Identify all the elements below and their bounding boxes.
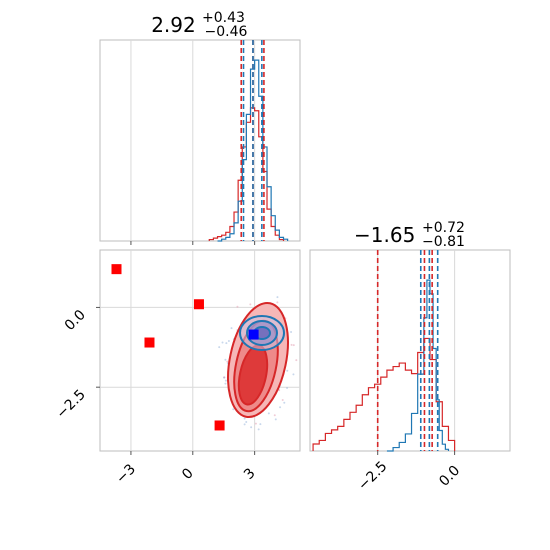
scatter-point: [221, 341, 224, 344]
scatter-point: [295, 359, 298, 362]
panel-2d-contour: −3 0 3 0.0 −2.5: [53, 249, 301, 487]
y-tick-label-param2: 0.0: [62, 307, 89, 334]
panel-bottom-histogram: −2.5 0.0: [309, 249, 511, 494]
scatter-point: [230, 327, 233, 330]
scatter-point: [290, 331, 293, 334]
x-tick-label-param1: 3: [241, 465, 259, 483]
scatter-point: [236, 305, 239, 308]
scatter-point: [290, 343, 293, 346]
scatter-point: [259, 423, 262, 426]
scatter-point: [224, 358, 227, 361]
histogram-blue-param2: [386, 279, 450, 452]
scatter-point: [245, 421, 248, 424]
param2-plus: +0.72: [422, 220, 465, 236]
scatter-point: [283, 401, 286, 404]
scatter-point: [224, 382, 227, 385]
scatter-point: [223, 376, 226, 379]
param2-median: −1.65: [354, 223, 415, 247]
contours: [227, 301, 289, 419]
scatter-point: [276, 296, 279, 299]
scatter-point: [232, 408, 235, 411]
scatter-point: [279, 406, 282, 409]
panel-top-histogram: [99, 39, 301, 245]
x-tick-label-param1: 0: [179, 465, 197, 483]
scatter-point: [226, 360, 229, 363]
scatter-point: [276, 301, 279, 304]
histogram-blue-param1: [217, 59, 289, 242]
param1-minus: −0.46: [205, 24, 248, 40]
scatter-point: [250, 426, 253, 429]
param1-plus: +0.43: [202, 10, 245, 26]
histogram-red-param2: [312, 337, 456, 451]
scatter-point: [274, 418, 277, 421]
scatter-point: [218, 346, 221, 349]
scatter-point: [227, 340, 230, 343]
marker-red-square: [214, 420, 225, 431]
scatter-point: [243, 417, 246, 420]
x-tick-label-param1: −3: [113, 461, 139, 487]
marker-blue-square: [248, 329, 259, 340]
scatter-point: [273, 414, 276, 417]
scatter-point: [243, 423, 246, 426]
marker-red-square: [193, 299, 204, 310]
marker-red-square: [111, 264, 122, 275]
param2-title: −1.65 +0.72 −0.81: [354, 217, 470, 250]
scatter-point: [254, 422, 257, 425]
y-tick-label-param2: −2.5: [53, 387, 88, 422]
panel-top-frame: [99, 39, 301, 242]
x-tick-label-param2: −2.5: [355, 458, 390, 493]
param2-minus: −0.81: [422, 234, 465, 250]
scatter-point: [267, 412, 270, 415]
param1-title: 2.92 +0.43 −0.46: [151, 7, 250, 40]
param1-median: 2.92: [151, 13, 196, 37]
scatter-point: [292, 373, 295, 376]
x-tick-label-param2: 0.0: [436, 463, 463, 490]
scatter-point: [257, 428, 260, 431]
scatter-point: [286, 369, 289, 372]
scatter-point: [281, 399, 284, 402]
scatter-point: [292, 344, 295, 347]
scatter-point: [225, 342, 228, 345]
scatter-point: [286, 387, 289, 390]
marker-red-square: [144, 337, 155, 348]
scatter-point: [249, 303, 252, 306]
panel-bottom-frame: [309, 249, 511, 452]
scatter-point: [224, 379, 227, 382]
